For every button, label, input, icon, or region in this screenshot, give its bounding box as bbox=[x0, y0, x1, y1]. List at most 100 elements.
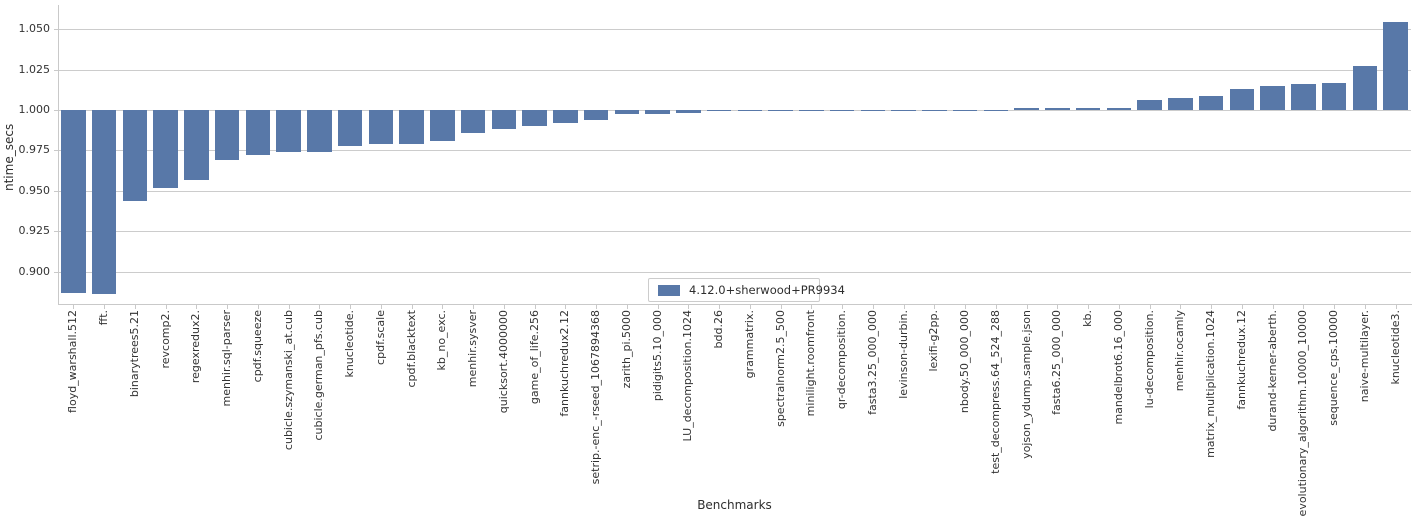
x-tick-label: knucleotide3. bbox=[1388, 310, 1402, 385]
y-tick-label: 0.925 bbox=[18, 224, 51, 237]
gridline bbox=[58, 70, 1411, 71]
x-tick-mark bbox=[596, 305, 598, 309]
bar bbox=[829, 110, 855, 112]
x-tick-label: fannkuchredux.12 bbox=[1234, 310, 1248, 410]
bar bbox=[1291, 84, 1316, 111]
x-tick-mark bbox=[134, 305, 136, 309]
x-tick-label: yojson_ydump.sample.json bbox=[1019, 310, 1033, 459]
x-tick-label: durand-kerner-aberth. bbox=[1265, 310, 1279, 432]
x-tick-label: kb_no_exc. bbox=[435, 310, 449, 371]
x-tick-mark bbox=[350, 305, 352, 309]
bar bbox=[184, 110, 209, 180]
x-tick-label: lu-decomposition. bbox=[1142, 310, 1156, 409]
bar bbox=[214, 110, 240, 161]
x-tick-mark bbox=[1057, 305, 1059, 309]
bar bbox=[1137, 100, 1162, 111]
bar bbox=[430, 110, 455, 141]
bar bbox=[276, 110, 301, 153]
x-tick-mark bbox=[719, 305, 721, 309]
x-tick-label: revcomp2. bbox=[158, 310, 172, 369]
bar bbox=[491, 110, 517, 130]
x-tick-mark bbox=[965, 305, 967, 309]
bar bbox=[91, 110, 117, 295]
bar bbox=[1075, 107, 1101, 110]
legend-series-label: 4.12.0+sherwood+PR9934 bbox=[689, 283, 845, 297]
bar bbox=[737, 110, 763, 112]
x-tick-mark bbox=[657, 305, 659, 309]
x-tick-mark bbox=[73, 305, 75, 309]
x-tick-label: mandelbrot6.16_000 bbox=[1111, 310, 1125, 425]
bar bbox=[645, 110, 670, 115]
y-tick-label: 0.950 bbox=[18, 184, 51, 197]
x-tick-label: regexredux2. bbox=[189, 310, 203, 384]
gridline bbox=[58, 29, 1411, 30]
x-tick-mark bbox=[903, 305, 905, 309]
x-tick-mark bbox=[1180, 305, 1182, 309]
x-tick-mark bbox=[842, 305, 844, 309]
x-tick-mark bbox=[288, 305, 290, 309]
gridline bbox=[58, 231, 1411, 232]
bar bbox=[768, 110, 793, 112]
x-tick-label: menhir.ocamly bbox=[1173, 310, 1187, 392]
bar bbox=[1168, 97, 1193, 110]
x-tick-label: kb. bbox=[1081, 310, 1095, 327]
bar bbox=[307, 110, 332, 153]
bar bbox=[553, 110, 578, 123]
x-tick-mark bbox=[1026, 305, 1028, 309]
bar bbox=[860, 110, 886, 112]
x-tick-label: zarith_pi.5000 bbox=[619, 310, 633, 389]
gridline bbox=[58, 272, 1411, 273]
x-tick-label: cubicle.german_pfs.cub bbox=[312, 310, 326, 441]
x-tick-mark bbox=[1211, 305, 1213, 309]
y-axis-spine bbox=[58, 5, 59, 304]
bar bbox=[922, 110, 947, 112]
x-tick-mark bbox=[780, 305, 782, 309]
x-tick-mark bbox=[257, 305, 259, 309]
y-tick-mark bbox=[54, 29, 58, 30]
x-tick-label: menhir.sysver bbox=[466, 310, 480, 388]
legend: 4.12.0+sherwood+PR9934 bbox=[648, 278, 845, 302]
x-tick-mark bbox=[811, 305, 813, 309]
x-tick-mark bbox=[1118, 305, 1120, 309]
x-tick-mark bbox=[565, 305, 567, 309]
x-tick-mark bbox=[995, 305, 997, 309]
x-tick-label: quicksort.4000000 bbox=[496, 310, 510, 414]
bar bbox=[522, 110, 547, 127]
bar bbox=[1260, 85, 1285, 110]
bar bbox=[706, 110, 732, 112]
x-tick-label: knucleotide. bbox=[343, 310, 357, 378]
x-tick-mark bbox=[442, 305, 444, 309]
y-tick-label: 0.900 bbox=[18, 265, 51, 278]
x-tick-mark bbox=[1088, 305, 1090, 309]
x-tick-label: nbody.50_000_000 bbox=[958, 310, 972, 414]
bar bbox=[245, 110, 271, 156]
x-tick-mark bbox=[626, 305, 628, 309]
x-tick-label: fasta3.25_000_000 bbox=[865, 310, 879, 415]
bar bbox=[1383, 22, 1408, 111]
x-tick-label: setrip.-enc_-rseed_1067894368 bbox=[589, 310, 603, 485]
x-tick-mark bbox=[319, 305, 321, 309]
x-tick-label: test_decompress.64_524_288 bbox=[988, 310, 1002, 474]
x-tick-label: evolutionary_algorithm.10000_10000 bbox=[1296, 310, 1310, 517]
x-axis-title: Benchmarks bbox=[697, 498, 772, 512]
bar bbox=[1106, 107, 1132, 110]
bar bbox=[952, 110, 978, 112]
x-axis-spine bbox=[58, 304, 1412, 305]
bar bbox=[1045, 108, 1070, 110]
x-tick-label: menhir.sql-parser bbox=[220, 310, 234, 407]
x-tick-label: cubicle.szymanski_at.cub bbox=[281, 310, 295, 451]
x-tick-label: floyd_warshall.512 bbox=[66, 310, 80, 413]
bar bbox=[368, 110, 394, 144]
x-tick-label: levinson-durbin. bbox=[896, 310, 910, 399]
bar bbox=[676, 110, 701, 114]
bar bbox=[983, 110, 1009, 112]
x-tick-mark bbox=[473, 305, 475, 309]
x-tick-label: game_of_life.256 bbox=[527, 310, 541, 405]
x-tick-mark bbox=[1395, 305, 1397, 309]
x-tick-label: cpdf.squeeze bbox=[250, 310, 264, 383]
gridline bbox=[58, 110, 1411, 111]
bar bbox=[1321, 82, 1347, 111]
y-tick-label: 1.000 bbox=[18, 103, 51, 116]
x-tick-mark bbox=[534, 305, 536, 309]
